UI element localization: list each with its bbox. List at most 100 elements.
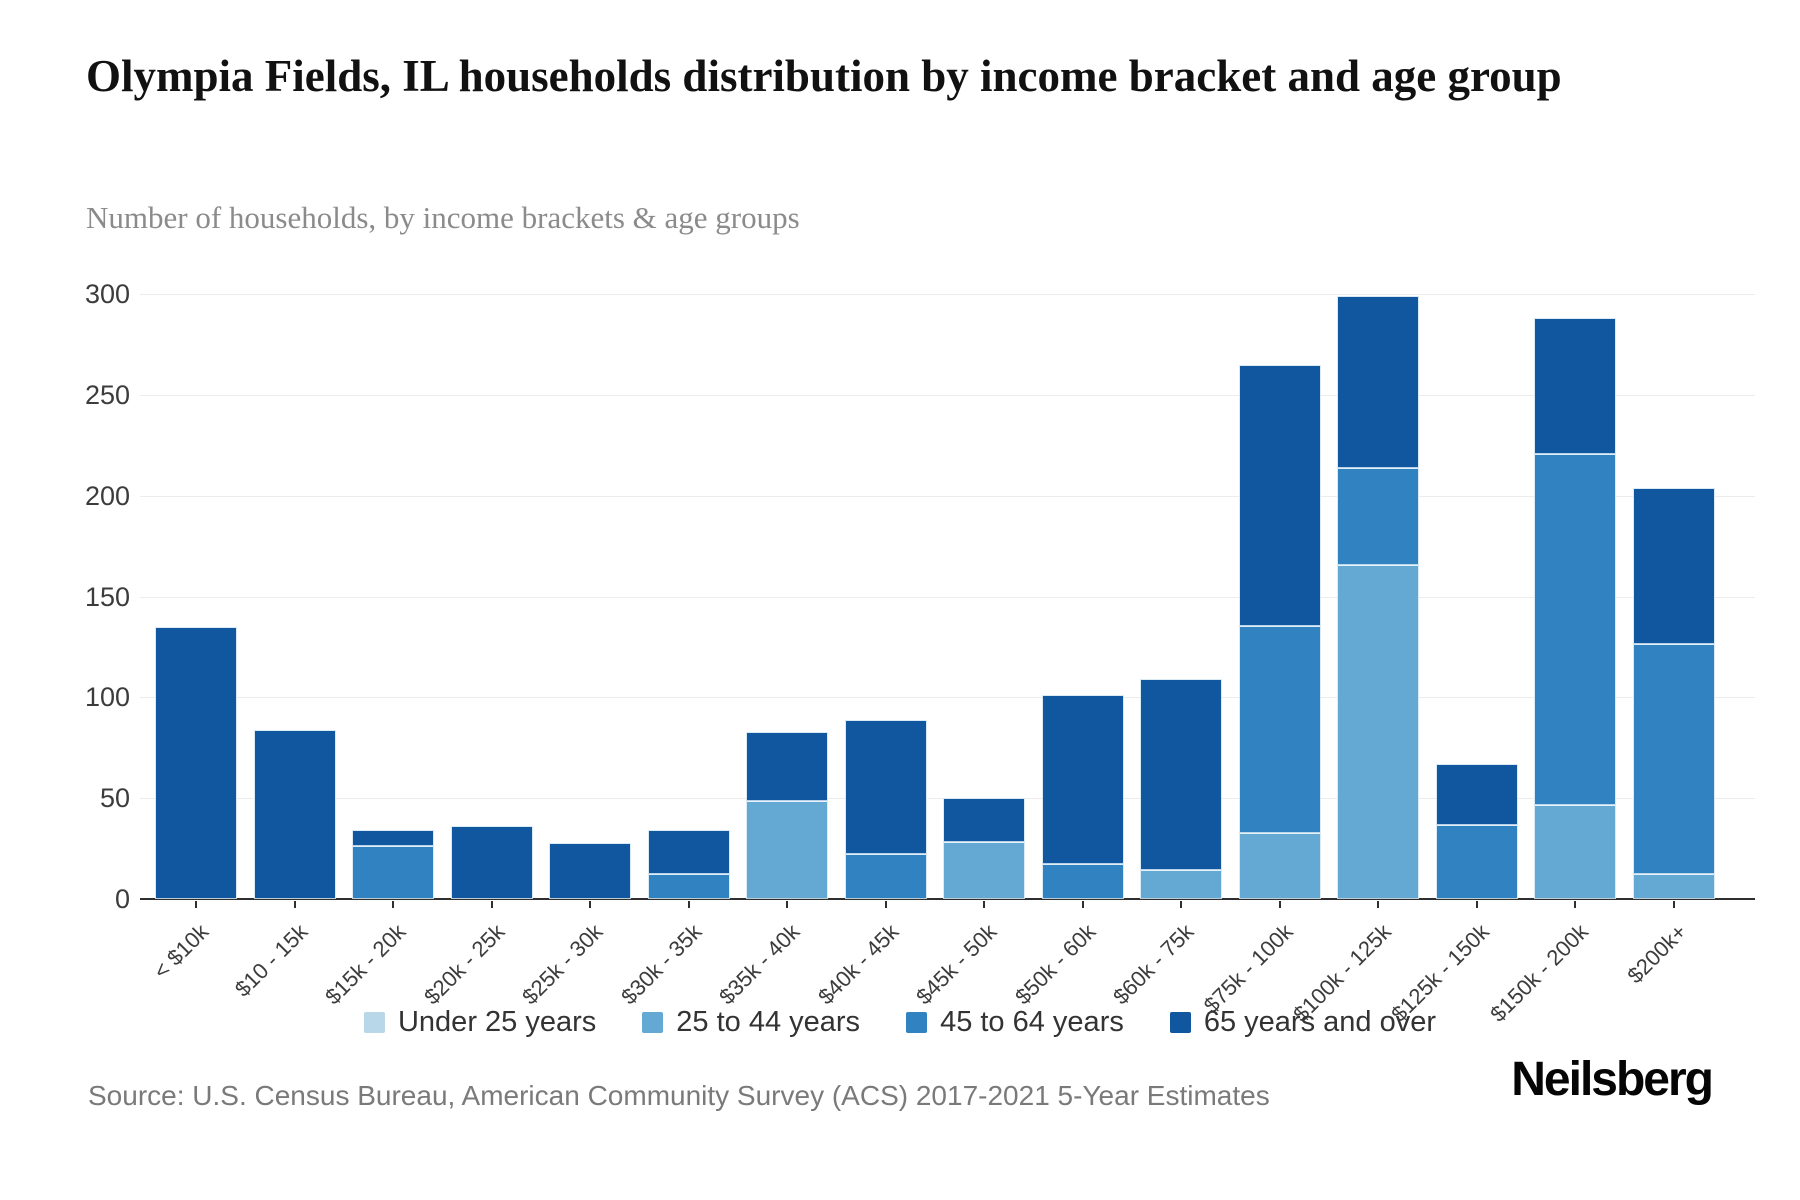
bar-segment[interactable] — [254, 730, 335, 898]
x-tick — [1377, 901, 1379, 908]
bar-segment[interactable] — [1535, 319, 1615, 455]
legend-item-25-to-44-years[interactable]: 25 to 44 years — [642, 1006, 860, 1039]
legend-swatch-icon — [363, 1012, 385, 1033]
legend-swatch-icon — [642, 1012, 664, 1033]
brand-logo: Neilsberg — [1511, 1053, 1714, 1106]
bar-segment[interactable] — [944, 841, 1024, 898]
bar-segment[interactable] — [1141, 869, 1221, 898]
bar-200k[interactable] — [1633, 488, 1714, 898]
legend-label: 65 years and over — [1203, 1006, 1437, 1038]
legend-item-under-25-years[interactable]: Under 25 years — [363, 1006, 597, 1039]
chart-title: Olympia Fields, IL households distributi… — [86, 51, 1562, 101]
bar-40k-45k[interactable] — [845, 720, 926, 898]
source-text: Source: U.S. Census Bureau, American Com… — [88, 1080, 1270, 1111]
legend-swatch-icon — [1169, 1012, 1191, 1033]
x-tick — [786, 901, 788, 908]
x-tick — [195, 901, 197, 908]
bar-segment[interactable] — [550, 843, 630, 898]
x-tick — [589, 901, 591, 908]
x-tick — [1475, 901, 1478, 908]
bar-segment[interactable] — [353, 831, 433, 846]
bar-10-15k[interactable] — [254, 730, 335, 898]
bar-segment[interactable] — [1633, 873, 1714, 898]
bar-segment[interactable] — [1436, 825, 1517, 898]
y-tick-label-150: 150 — [84, 581, 130, 612]
bar-segment[interactable] — [845, 720, 926, 854]
bar-segment[interactable] — [1042, 863, 1123, 898]
y-tick-label-250: 250 — [84, 379, 130, 410]
gridline-y300 — [140, 294, 1755, 295]
y-tick-label-100: 100 — [84, 682, 130, 713]
bar-segment[interactable] — [1141, 680, 1221, 870]
bar-segment[interactable] — [944, 799, 1024, 842]
gridline-y100 — [140, 697, 1755, 699]
bar-150k-200k[interactable] — [1535, 319, 1615, 898]
bar-segment[interactable] — [156, 627, 236, 898]
x-tick — [392, 901, 394, 908]
bar-segment[interactable] — [1436, 764, 1517, 826]
bar-125k-150k[interactable] — [1436, 764, 1517, 898]
bar-segment[interactable] — [1338, 297, 1418, 469]
x-tick-label: $20k - 25k — [418, 919, 510, 1010]
x-tick-label: $200k+ — [1622, 919, 1692, 989]
bar-segment[interactable] — [1239, 833, 1320, 898]
bar-segment[interactable] — [845, 853, 926, 898]
x-tick — [687, 901, 690, 908]
bar-25k-30k[interactable] — [550, 843, 630, 898]
x-tick — [1278, 901, 1281, 908]
bar-35k-40k[interactable] — [747, 732, 827, 898]
bar-segment[interactable] — [1633, 488, 1714, 644]
legend-label: Under 25 years — [397, 1006, 597, 1038]
bar-45k-50k[interactable] — [944, 799, 1024, 898]
x-tick — [490, 901, 493, 908]
bar-segment[interactable] — [1535, 454, 1615, 806]
bar-75k-100k[interactable] — [1239, 365, 1320, 898]
x-tick-label: $35k - 40k — [714, 919, 805, 1010]
y-tick-label-50: 50 — [99, 783, 130, 814]
y-tick-label-0: 0 — [114, 884, 130, 914]
legend-item-65-years-and-over[interactable]: 65 years and over — [1169, 1006, 1437, 1039]
x-tick-label: $50k - 60k — [1009, 919, 1101, 1010]
bar-100k-125k[interactable] — [1338, 297, 1418, 898]
legend-swatch-icon — [906, 1012, 928, 1033]
x-tick — [1672, 901, 1675, 908]
bar-15k-20k[interactable] — [353, 831, 433, 898]
bar-segment[interactable] — [1239, 365, 1320, 626]
bar-20k-25k[interactable] — [451, 827, 532, 898]
bar-segment[interactable] — [747, 732, 827, 802]
x-tick — [293, 901, 296, 908]
x-tick-label: $75k - 100k — [1198, 919, 1298, 1018]
bar-segment[interactable] — [1535, 805, 1615, 898]
bar-segment[interactable] — [353, 845, 433, 898]
x-axis-line — [140, 898, 1755, 900]
legend-label: 45 to 64 years — [940, 1006, 1124, 1038]
legend-item-45-to-64-years[interactable]: 45 to 64 years — [906, 1006, 1124, 1039]
bar-segment[interactable] — [747, 801, 827, 898]
x-tick — [1081, 901, 1084, 908]
x-tick-label: $15k - 20k — [320, 919, 411, 1010]
bar-segment[interactable] — [648, 873, 729, 898]
gridline-y200 — [140, 495, 1755, 497]
chart-subtitle: Number of households, by income brackets… — [86, 200, 800, 235]
x-tick-label: < $10k — [148, 919, 214, 984]
bar-segment[interactable] — [1338, 565, 1418, 898]
gridline-y50 — [140, 798, 1755, 800]
bar-segment[interactable] — [451, 827, 532, 898]
bar-50k-60k[interactable] — [1042, 696, 1123, 898]
bar-segment[interactable] — [1042, 696, 1123, 864]
gridline-y150 — [140, 596, 1755, 598]
bar-segment[interactable] — [1338, 468, 1418, 566]
bar-30k-35k[interactable] — [648, 831, 729, 898]
x-tick-label: $60k - 75k — [1108, 919, 1199, 1010]
plot-area: < $10k $10 - 15k $15k - 20k $20k - 25k $25k … — [140, 294, 1755, 1027]
bar-segment[interactable] — [1239, 625, 1320, 834]
bar-60k-75k[interactable] — [1141, 680, 1221, 898]
legend-label: 25 to 44 years — [676, 1006, 861, 1038]
bar-segment[interactable] — [648, 831, 729, 874]
bar-segment[interactable] — [1633, 643, 1714, 874]
x-tick-label: $45k - 50k — [911, 919, 1002, 1010]
y-tick-label-300: 300 — [84, 279, 130, 309]
gridline-y250 — [140, 394, 1755, 396]
bar-10k[interactable] — [156, 627, 236, 898]
